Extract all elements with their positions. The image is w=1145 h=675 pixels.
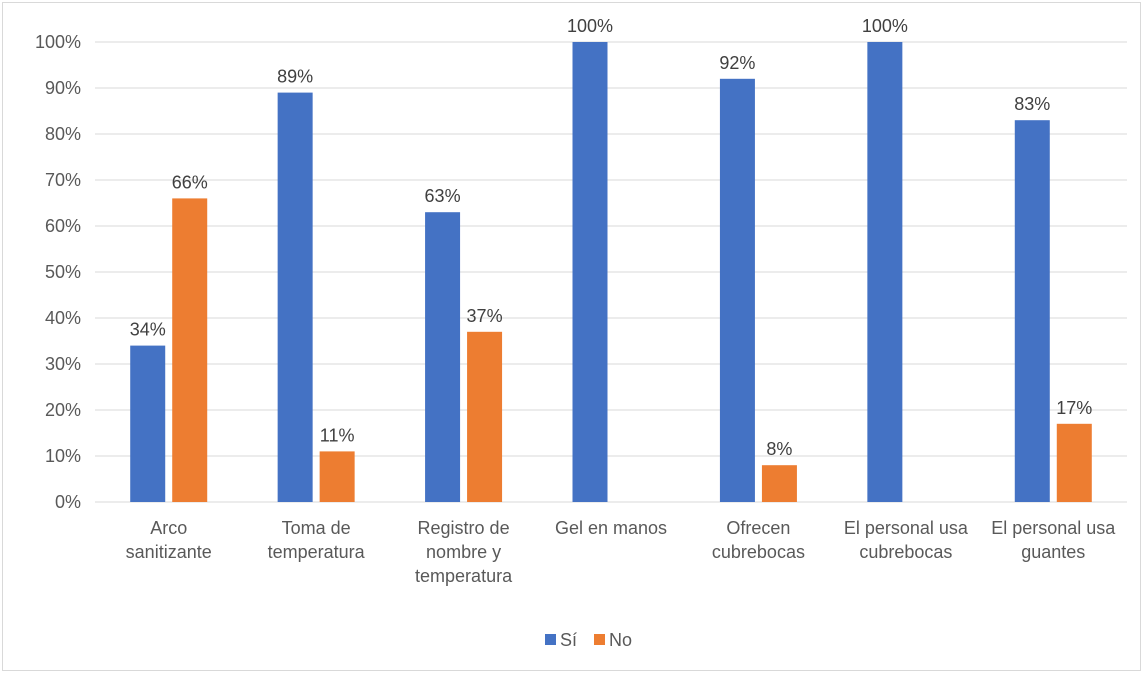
data-label: 37% [467, 306, 503, 326]
legend-label: Sí [560, 630, 577, 650]
legend-swatch-si [545, 634, 556, 645]
y-tick-label: 20% [45, 400, 81, 420]
bar-si [130, 345, 166, 502]
category-label-line: Gel en manos [555, 518, 667, 538]
category-label: El personal usa cubrebocas [844, 518, 969, 562]
y-tick-label: 90% [45, 78, 81, 98]
data-labels: 34% 89% 63% 100% 92% 100% 83% 66% 11% 37% 8% 17% [130, 16, 1093, 459]
data-label: 89% [277, 67, 313, 87]
data-label: 34% [130, 320, 166, 340]
bar-no [1056, 423, 1092, 502]
category-label: Gel en manos [555, 518, 667, 538]
data-label: 100% [567, 16, 613, 36]
bar-si [425, 212, 461, 502]
category-label-line: guantes [1021, 542, 1085, 562]
category-label-line: cubrebocas [859, 542, 952, 562]
legend-label: No [609, 630, 632, 650]
category-label-line: El personal usa [991, 518, 1116, 538]
data-label: 66% [172, 172, 208, 192]
legend-swatch-no [594, 634, 605, 645]
y-tick-label: 10% [45, 446, 81, 466]
data-label: 17% [1056, 398, 1092, 418]
category-label-line: Arco [150, 518, 187, 538]
bar-si [719, 78, 755, 503]
bar-si [1014, 120, 1050, 502]
gridlines [95, 41, 1127, 503]
bar-si [867, 42, 903, 502]
data-label: 83% [1014, 94, 1050, 114]
category-label: Arco sanitizante [126, 518, 212, 562]
bar-no [761, 465, 797, 502]
data-label: 63% [425, 186, 461, 206]
bar-no [172, 198, 208, 502]
data-label: 100% [862, 16, 908, 36]
y-tick-label: 0% [55, 492, 81, 512]
y-tick-label: 70% [45, 170, 81, 190]
legend: Sí No [545, 630, 632, 650]
bars [130, 42, 1092, 503]
y-axis-ticks: 0% 10% 20% 30% 40% 50% 60% 70% 80% 90% 100% [35, 32, 81, 512]
category-label-line: cubrebocas [712, 542, 805, 562]
category-label-line: sanitizante [126, 542, 212, 562]
data-label: 8% [766, 439, 792, 459]
category-label-line: nombre y [426, 542, 501, 562]
y-tick-label: 50% [45, 262, 81, 282]
bar-no [319, 451, 355, 502]
category-label-line: temperatura [415, 566, 513, 586]
data-label: 92% [719, 53, 755, 73]
category-label: El personal usa guantes [991, 518, 1116, 562]
y-tick-label: 40% [45, 308, 81, 328]
category-label-line: El personal usa [844, 518, 969, 538]
category-label-line: Toma de [282, 518, 351, 538]
bar-si [572, 42, 608, 502]
y-tick-label: 60% [45, 216, 81, 236]
y-tick-label: 100% [35, 32, 81, 52]
y-tick-label: 80% [45, 124, 81, 144]
category-label-line: temperatura [268, 542, 366, 562]
bar-si [277, 92, 313, 502]
category-label: Toma de temperatura [268, 518, 366, 562]
category-label: Ofrecen cubrebocas [712, 518, 805, 562]
data-label: 11% [320, 425, 355, 445]
y-tick-label: 30% [45, 354, 81, 374]
bar-no [467, 331, 503, 502]
category-label-line: Registro de [418, 518, 510, 538]
category-label-line: Ofrecen [726, 518, 790, 538]
category-label: Registro de nombre y temperatura [415, 518, 513, 586]
